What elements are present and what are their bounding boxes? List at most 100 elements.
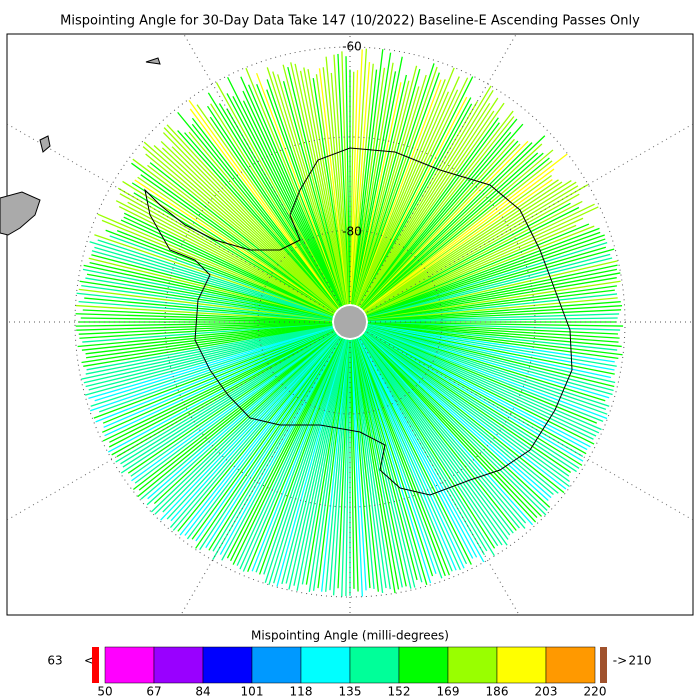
colorbar-title: Mispointing Angle (milli-degrees) — [251, 629, 449, 643]
swath-line — [363, 149, 554, 311]
swath-line — [349, 70, 359, 305]
swath-line — [362, 142, 533, 310]
swath-line — [360, 336, 509, 540]
swath-line — [162, 132, 338, 310]
swath-line — [353, 80, 410, 305]
swath-line — [354, 86, 420, 305]
swath-line — [120, 331, 336, 474]
swath-line — [294, 63, 347, 305]
color-box — [545, 646, 596, 684]
swath-line — [337, 53, 350, 305]
swath-line — [85, 325, 333, 388]
swath-line — [365, 202, 571, 315]
color-box — [251, 646, 302, 684]
meridian — [6, 123, 351, 323]
swath-line — [359, 102, 505, 308]
swath-line — [367, 326, 610, 399]
swath-line — [367, 253, 611, 319]
swath-line — [330, 72, 350, 305]
color-box — [398, 646, 449, 684]
swath-line — [127, 331, 336, 474]
swath-line — [362, 334, 542, 517]
swath-line — [90, 326, 334, 407]
swath-line — [120, 330, 336, 465]
colorbar-tick-label: 186 — [486, 685, 509, 699]
swath-line — [89, 241, 333, 318]
swath-line — [218, 103, 342, 307]
swath-line — [361, 138, 515, 310]
swath-line — [146, 333, 338, 506]
swath-line — [365, 329, 594, 440]
swath-line — [359, 110, 495, 308]
swath-line — [296, 339, 348, 591]
swath-line — [131, 162, 336, 312]
swath-line — [364, 332, 570, 488]
colorbar-tick-label: 50 — [97, 685, 112, 699]
swath-line — [131, 332, 336, 482]
swath-line — [293, 339, 347, 586]
swath-line — [345, 339, 351, 597]
swath-line — [85, 324, 333, 375]
swath-line — [78, 322, 333, 335]
swath-line — [341, 51, 351, 305]
swath-line — [366, 206, 599, 316]
swath-line — [361, 335, 527, 524]
swath-line — [358, 103, 473, 307]
swath-line — [357, 76, 474, 307]
swath-line — [367, 309, 622, 322]
swath-line — [366, 224, 577, 316]
swath-line — [351, 67, 386, 305]
swath-line — [367, 326, 606, 402]
swath-line — [248, 84, 344, 306]
swath-line — [266, 67, 346, 306]
swath-line — [357, 97, 472, 307]
swath-line — [360, 335, 520, 529]
swath-line — [367, 324, 617, 367]
swath-line — [361, 334, 537, 523]
swath-line — [352, 71, 397, 305]
colorbar-tick-label: 135 — [339, 685, 362, 699]
swath-line — [356, 338, 453, 572]
swath-line — [229, 337, 343, 562]
meridian — [349, 123, 694, 323]
swath-line — [266, 79, 345, 306]
swath-line — [364, 332, 570, 483]
swath-line — [102, 329, 335, 442]
swath-line — [366, 328, 600, 434]
swath-line — [242, 90, 344, 306]
swath-line — [367, 305, 623, 322]
swath-line — [367, 325, 616, 384]
swath-line — [205, 336, 341, 549]
swath-line — [247, 338, 344, 572]
swath-line — [226, 108, 342, 307]
swath-line — [355, 72, 440, 306]
swath-line — [97, 213, 334, 316]
swath-line — [147, 333, 337, 500]
antarctica-coast — [144, 147, 573, 496]
swath-line — [263, 338, 345, 575]
swath-line — [333, 54, 350, 305]
swath-line — [91, 254, 333, 319]
swath-line — [102, 328, 334, 424]
swath-line — [357, 96, 468, 307]
swath-line — [358, 337, 488, 552]
swath-line — [83, 325, 333, 384]
swath-line — [367, 322, 619, 343]
swath-line — [367, 268, 618, 320]
swath-line — [215, 82, 342, 307]
island — [145, 57, 161, 65]
swath-line — [142, 146, 337, 311]
swath-line — [81, 284, 333, 321]
south-america — [0, 191, 41, 236]
swath-line — [350, 339, 363, 597]
swath-line — [138, 332, 337, 491]
swath-line — [367, 322, 622, 348]
swath-line — [364, 179, 559, 313]
color-box — [104, 646, 155, 684]
swath-line — [359, 97, 499, 308]
swath-line — [359, 102, 491, 308]
swath-line — [282, 81, 346, 305]
swath-line — [364, 175, 552, 312]
swath-line — [365, 330, 584, 462]
swath-line — [360, 116, 515, 309]
